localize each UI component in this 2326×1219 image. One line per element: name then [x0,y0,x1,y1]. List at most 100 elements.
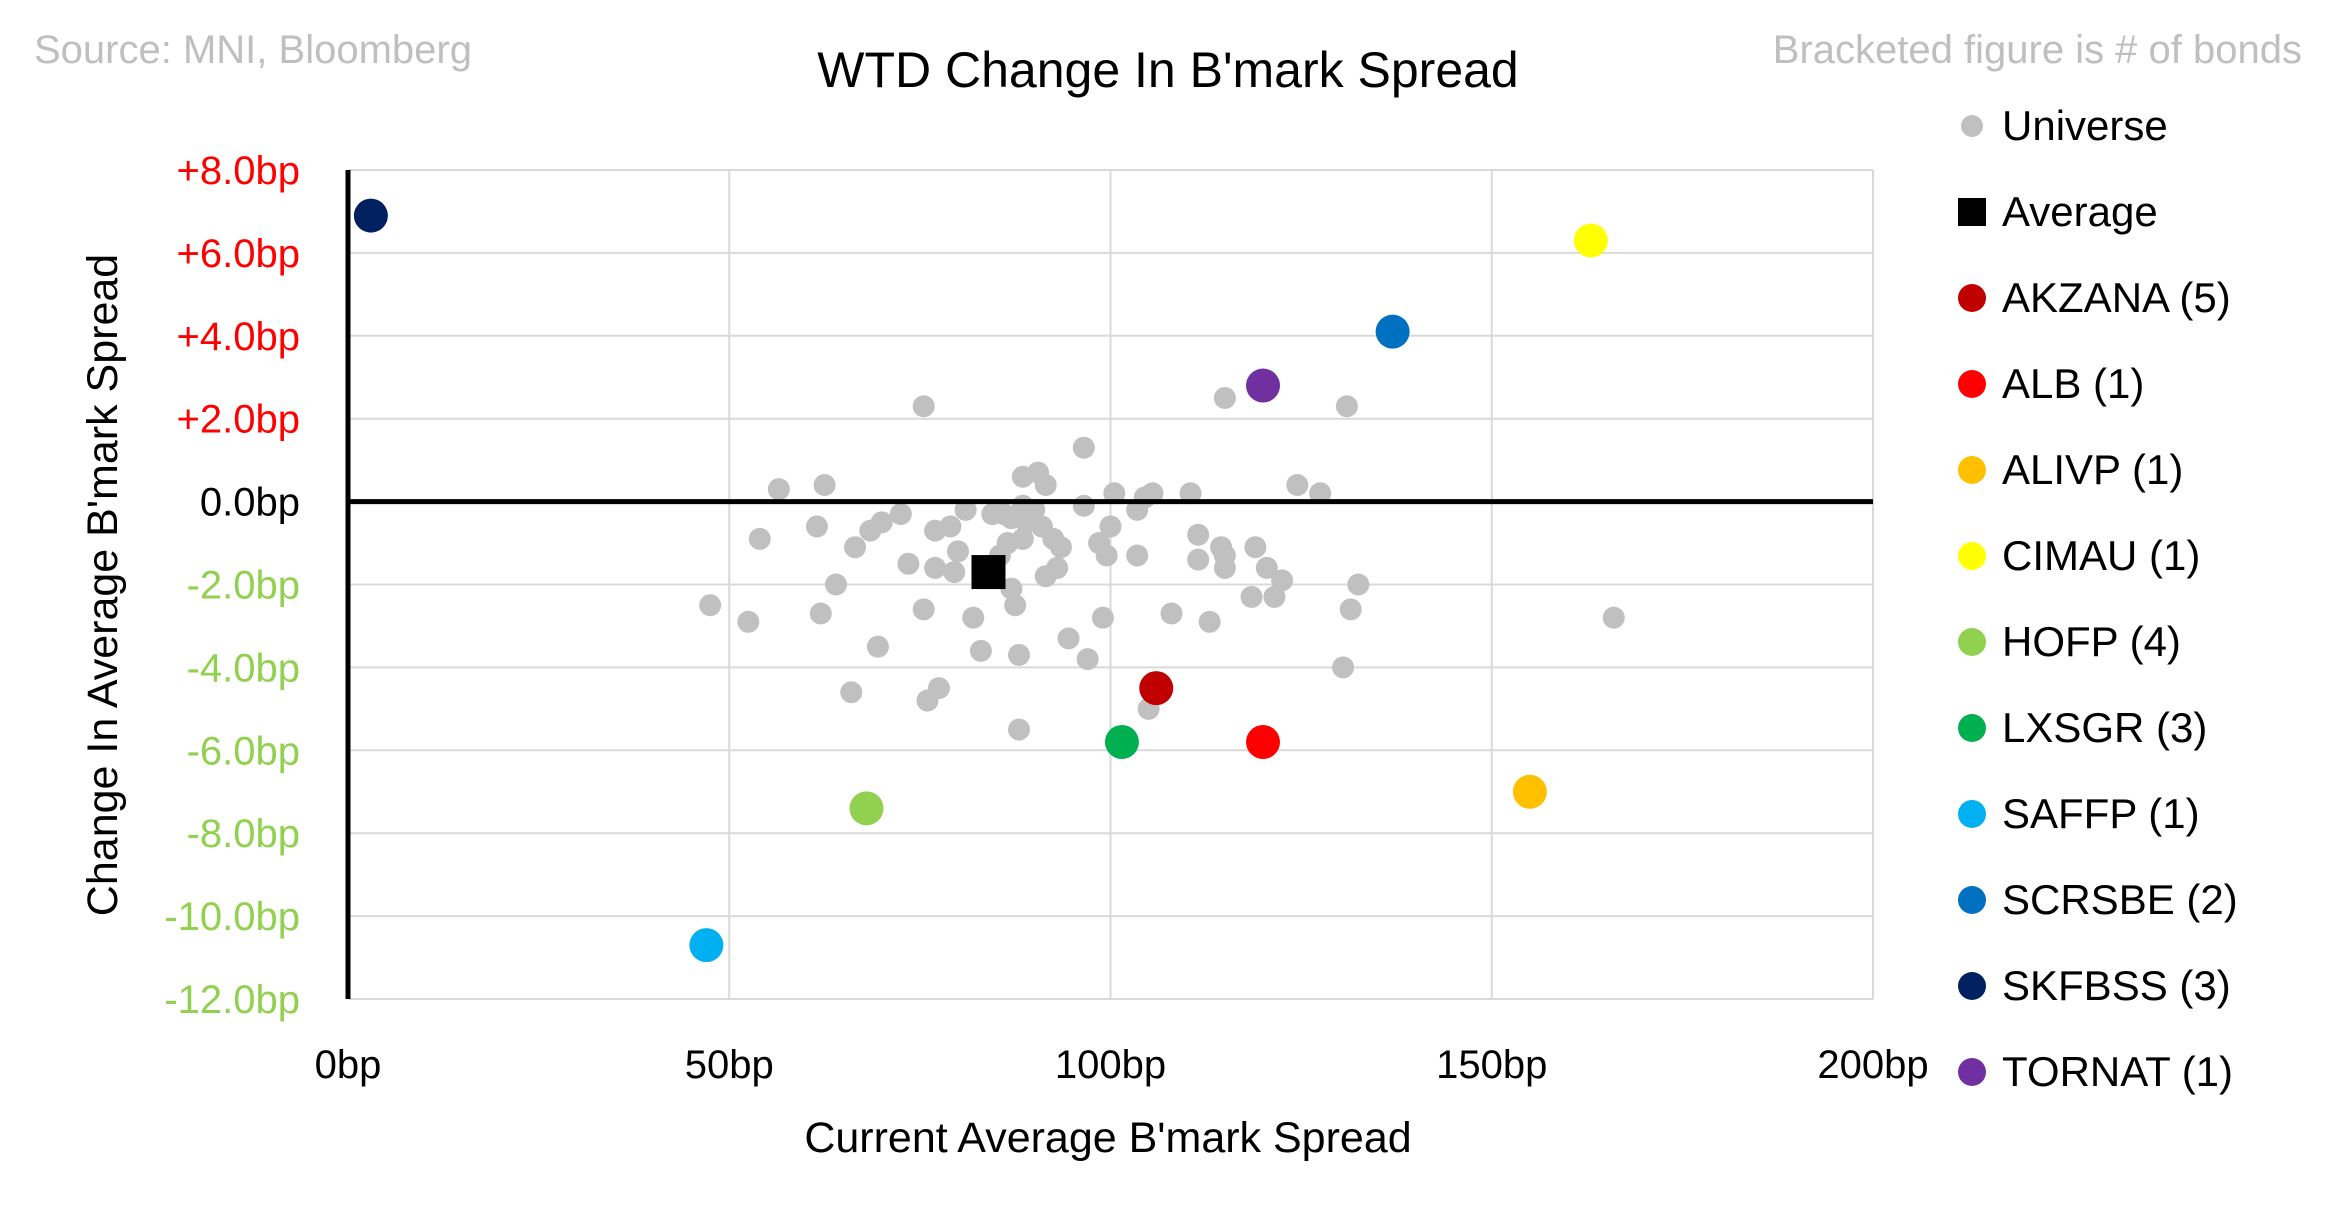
universe-point [1286,474,1309,497]
universe-point [954,498,977,521]
legend-marker-cimau [1958,542,1986,570]
universe-point [1602,606,1625,629]
universe-point [840,681,863,704]
legend-label: TORNAT (1) [2002,1048,2233,1095]
y-tick-label: +2.0bp [177,398,300,442]
universe-point [809,602,832,625]
universe-point [870,511,893,534]
universe-point [1271,569,1294,592]
axes [345,170,1873,999]
y-axis-label: Change In Average B'mark Spread [79,254,127,916]
y-tick-labels: +8.0bp +6.0bp +4.0bp +2.0bp 0.0bp -2.0bp -4.0b… [164,149,300,1022]
universe-point [748,527,771,550]
universe-point [1347,573,1370,596]
legend-label: ALB (1) [2002,360,2144,407]
universe-point [1187,548,1210,571]
universe-point [1008,643,1030,666]
universe-point [1076,648,1099,671]
point-saffp [689,928,724,963]
legend-label: ALIVP (1) [2002,446,2183,493]
y-tick-label: +4.0bp [177,315,300,359]
x-axis-label: Current Average B'mark Spread [804,1114,1411,1162]
universe-point [1213,386,1236,409]
legend-label: HOFP (4) [2002,618,2181,665]
universe-point [1000,577,1023,600]
point-scrsbe [1375,314,1410,349]
point-tornat [1246,368,1280,403]
universe-point [1023,498,1046,521]
universe-point [1034,474,1057,497]
universe-point [947,540,969,563]
y-tick-label: -8.0bp [187,812,300,856]
universe-point [1004,594,1027,617]
universe-point [767,478,790,501]
universe-points [699,386,1625,741]
universe-point [1141,482,1164,505]
universe-point [1179,482,1202,505]
legend-marker-alb [1958,370,1986,398]
universe-point [1339,598,1362,621]
legend-marker-skfbss [1958,972,1986,1000]
y-tick-label: -10.0bp [164,895,300,939]
universe-point [927,677,950,700]
universe-point [1091,606,1114,629]
y-tick-label: -4.0bp [187,646,300,690]
universe-point [1255,556,1278,579]
universe-point [969,639,992,662]
universe-point [912,598,935,621]
point-alb [1246,725,1280,760]
universe-point [1244,536,1267,559]
legend-marker-alivp [1958,456,1986,484]
point-skfbss [353,198,388,233]
universe-point [1126,544,1149,567]
legend-label: SAFFP (1) [2002,790,2200,837]
universe-point [924,556,947,579]
universe-point [1099,515,1122,538]
y-tick-label: +6.0bp [177,232,300,276]
universe-point [866,635,889,658]
series-points [353,198,1608,963]
legend-label: SKFBSS (3) [2002,962,2231,1009]
point-akzana [1139,671,1174,706]
universe-point [1095,544,1118,567]
universe-point [897,552,920,575]
universe-point [737,610,760,633]
universe-point [1213,544,1236,567]
universe-point [1240,585,1263,608]
universe-point [1046,556,1069,579]
universe-point [1309,482,1332,505]
universe-point [1335,395,1358,418]
y-tick-label: -6.0bp [187,729,300,773]
universe-point [1332,656,1355,679]
legend-label: SCRSBE (2) [2002,876,2238,923]
universe-point [1072,436,1095,459]
legend-label: CIMAU (1) [2002,532,2200,579]
y-tick-label: -2.0bp [187,564,300,608]
x-tick-label: 0bp [315,1043,382,1087]
legend-marker-tornat [1958,1058,1986,1086]
universe-point [1198,610,1221,633]
universe-point [1263,585,1286,608]
point-cimau [1573,223,1608,258]
universe-point [962,606,985,629]
universe-point [889,503,912,526]
point-hofp [849,791,884,826]
legend-marker-saffp [1958,800,1986,828]
legend-label: Universe [2002,102,2168,149]
universe-point [1008,718,1030,741]
universe-point [813,474,836,497]
bracket-note: Bracketed figure is # of bonds [1773,28,2302,72]
x-tick-label: 200bp [1817,1043,1928,1087]
legend-marker-universe [1961,115,1983,137]
universe-point [943,561,966,584]
average-point [971,555,1006,590]
y-tick-label: -12.0bp [164,978,300,1022]
x-tick-label: 150bp [1436,1043,1547,1087]
legend: Universe Average AKZANA (5) ALB (1) ALIVP (1… [1958,102,2238,1095]
universe-point [939,515,962,538]
x-tick-label: 100bp [1055,1043,1166,1087]
universe-point [844,536,867,559]
gridlines [348,169,1874,1000]
x-tick-labels: 0bp 50bp 100bp 150bp 200bp [315,1043,1929,1087]
